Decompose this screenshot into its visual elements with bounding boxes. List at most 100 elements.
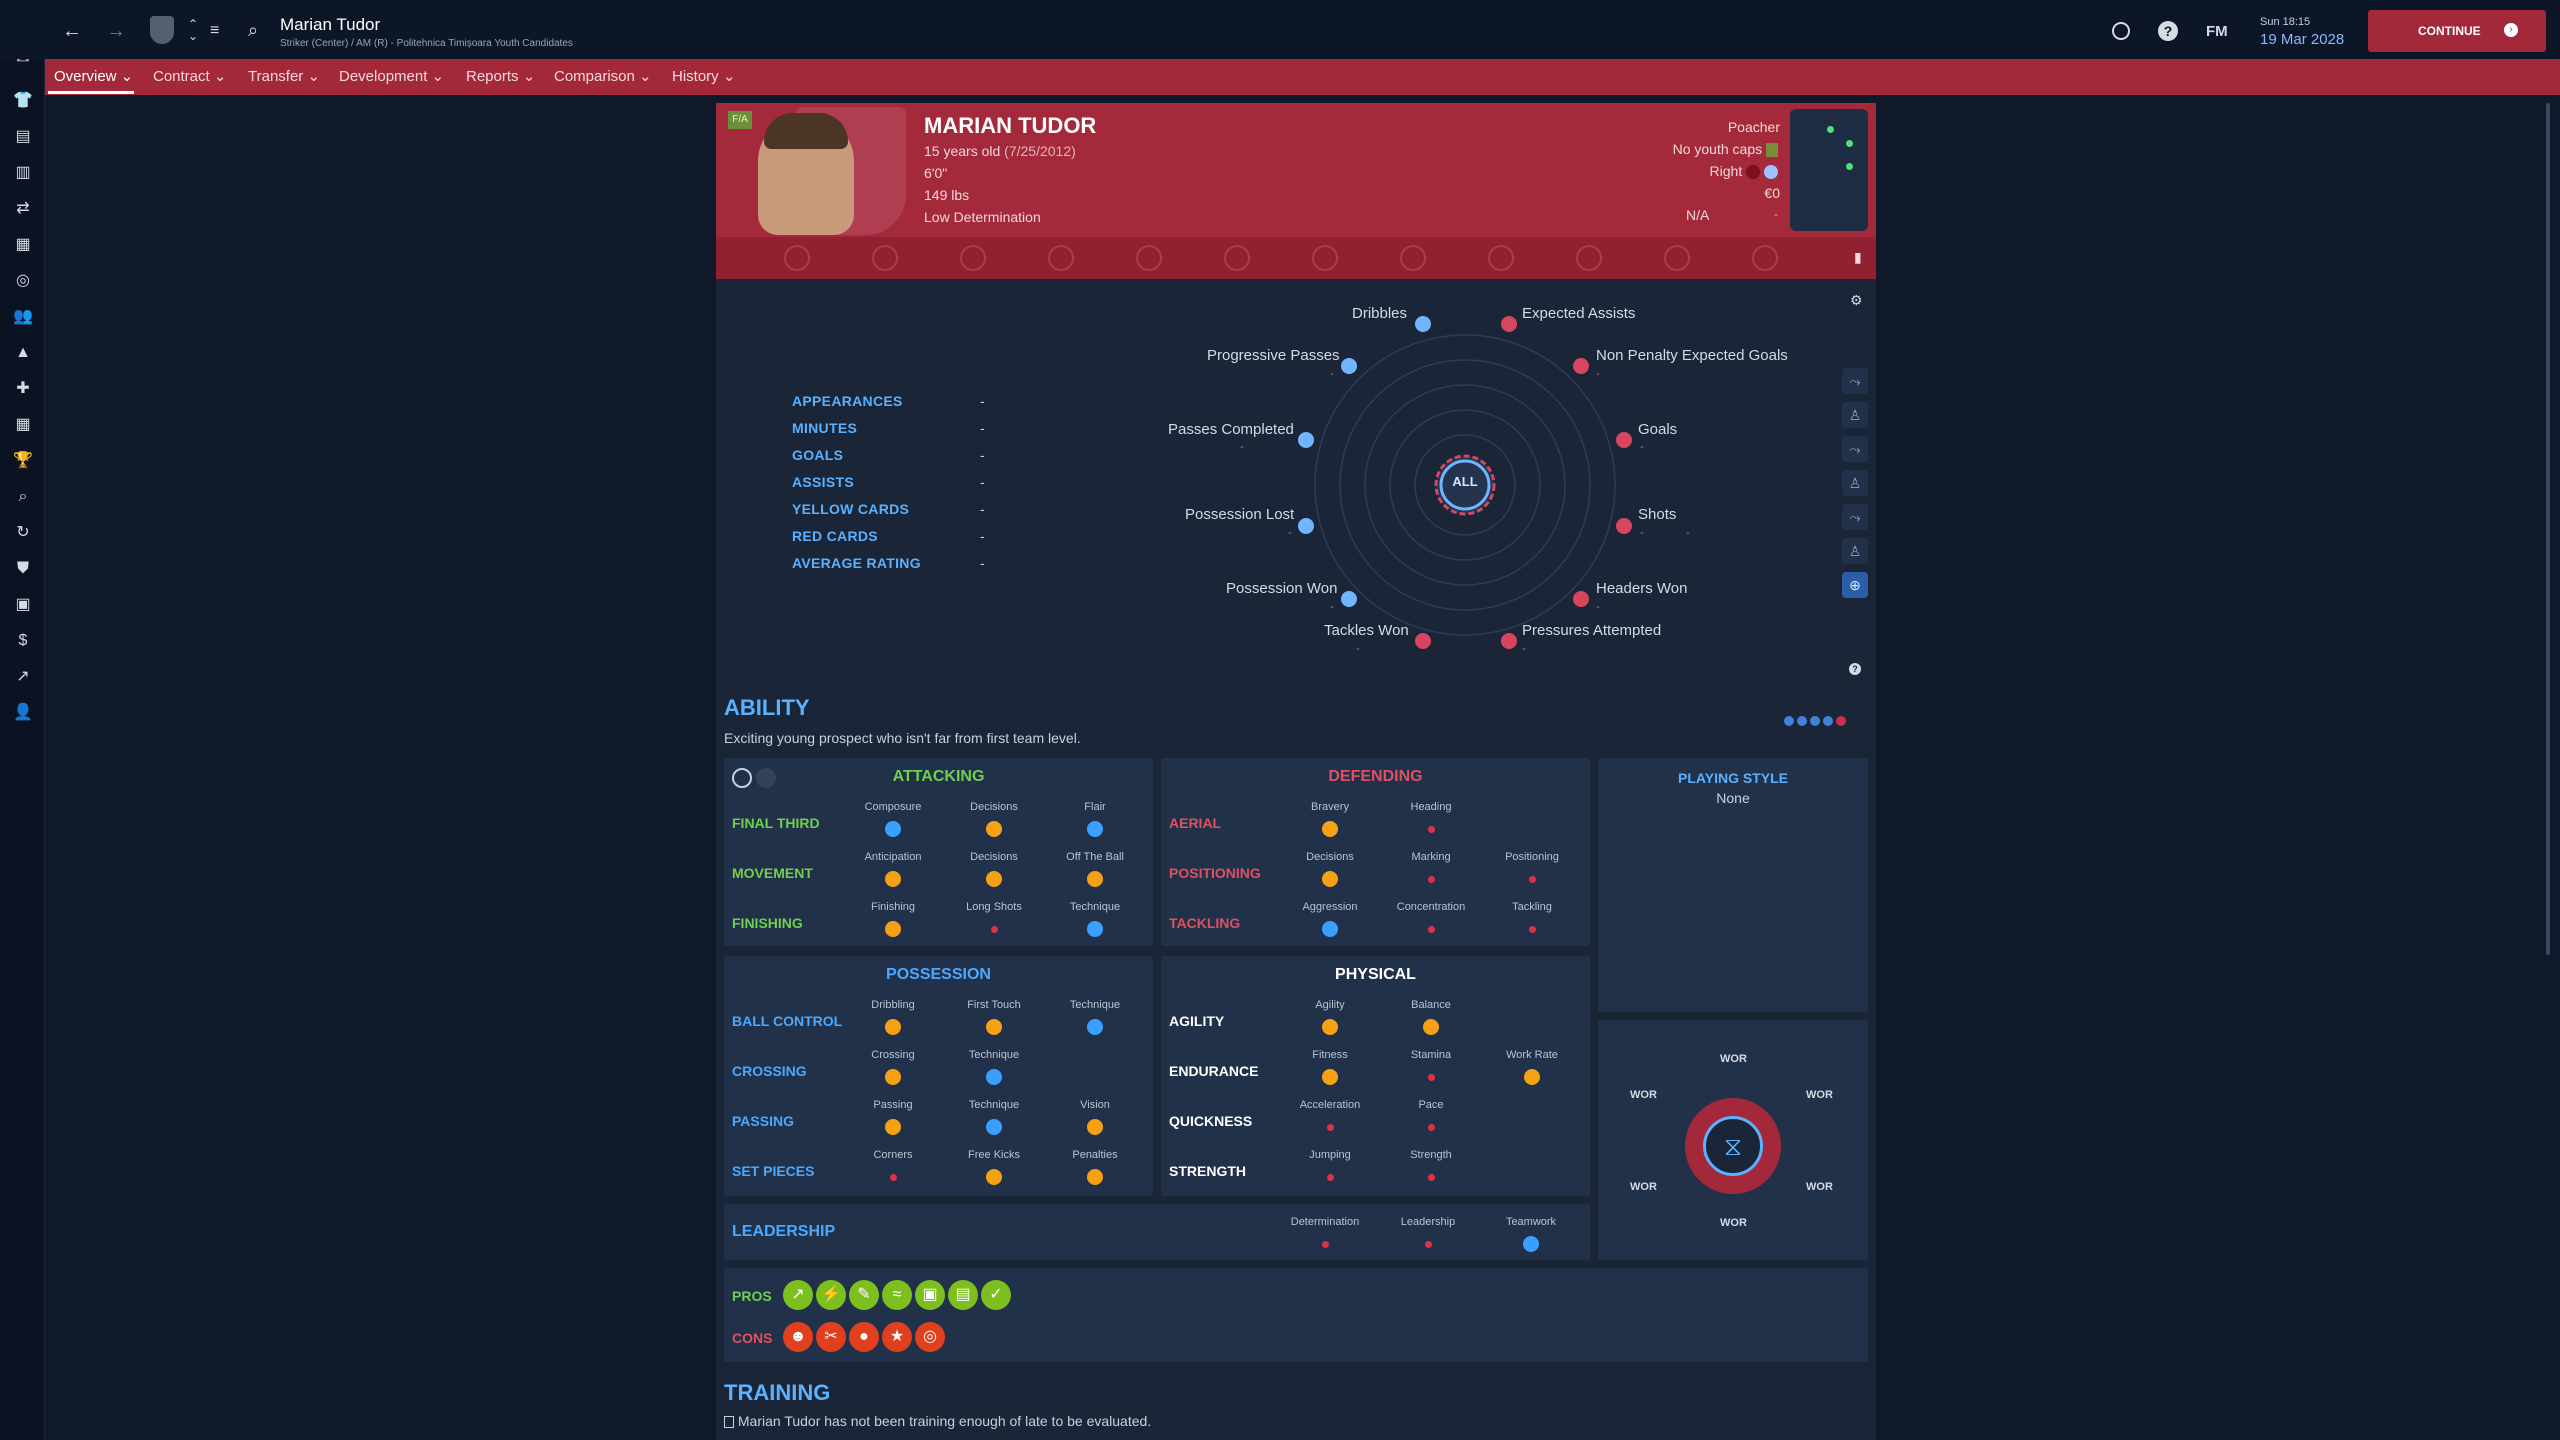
attribute-level-dot[interactable]	[885, 1119, 901, 1135]
action-icon[interactable]	[1664, 245, 1690, 271]
training-icon[interactable]: ◎	[16, 272, 30, 289]
schedule-icon[interactable]: ▦	[15, 416, 31, 433]
attribute-level-dot[interactable]	[1423, 1019, 1439, 1035]
board-icon[interactable]: ▣	[15, 596, 31, 613]
con-trait-icon[interactable]: ☻	[783, 1322, 813, 1352]
prev-next-icon[interactable]: ⌃ ⌄	[188, 17, 199, 43]
attribute-level-dot[interactable]	[885, 821, 901, 837]
dev-centre-icon[interactable]: ↗	[16, 668, 30, 685]
position-pitch[interactable]	[1790, 109, 1868, 231]
attribute-level-dot[interactable]	[986, 1019, 1002, 1035]
attribute-level-dot[interactable]	[1427, 1123, 1435, 1131]
pro-trait-icon[interactable]: ↗	[783, 1280, 813, 1310]
attribute-level-dot[interactable]	[990, 925, 998, 933]
attribute-level-dot[interactable]	[1427, 875, 1435, 883]
finances-icon[interactable]: $	[18, 632, 28, 649]
competitions-icon[interactable]: 🏆	[13, 452, 33, 469]
pro-trait-icon[interactable]: ✎	[849, 1280, 879, 1310]
action-icon[interactable]	[1576, 245, 1602, 271]
search-scout-icon[interactable]: ⌕	[18, 488, 28, 505]
pro-trait-icon[interactable]: ≈	[882, 1280, 912, 1310]
fm-logo[interactable]: FM	[2206, 23, 2228, 40]
tab-transfer[interactable]: Transfer ⌄	[248, 68, 321, 85]
refresh-icon[interactable]: ↻	[16, 524, 30, 541]
attribute-level-dot[interactable]	[1427, 825, 1435, 833]
fm-network-icon[interactable]	[2112, 22, 2130, 40]
youth-icon[interactable]: ▲	[15, 344, 31, 361]
staff-avatar-icon[interactable]	[756, 768, 776, 788]
settings-gear-icon[interactable]: ⚙	[1850, 292, 1863, 308]
con-trait-icon[interactable]: ★	[882, 1322, 912, 1352]
attribute-level-dot[interactable]	[1322, 871, 1338, 887]
action-icon[interactable]	[1752, 245, 1778, 271]
forward-arrow-icon[interactable]: →	[106, 20, 126, 42]
squad-icon[interactable]: 👕	[13, 92, 33, 109]
position-filter-icon[interactable]: ⤳	[1842, 436, 1868, 462]
attribute-level-dot[interactable]	[1087, 1119, 1103, 1135]
attribute-level-dot[interactable]	[1087, 821, 1103, 837]
attribute-level-dot[interactable]	[986, 871, 1002, 887]
attribute-level-dot[interactable]	[1087, 921, 1103, 937]
action-icon[interactable]	[1312, 245, 1338, 271]
pro-trait-icon[interactable]: ▣	[915, 1280, 945, 1310]
attribute-level-dot[interactable]	[986, 1119, 1002, 1135]
menu-icon[interactable]: ≡	[210, 22, 220, 39]
tab-overview[interactable]: Overview ⌄	[54, 68, 134, 85]
position-filter-icon[interactable]: ♙	[1842, 470, 1868, 496]
attribute-level-dot[interactable]	[1087, 1019, 1103, 1035]
con-trait-icon[interactable]: ✂	[816, 1322, 846, 1352]
club-crest-icon[interactable]	[150, 16, 174, 44]
action-icon[interactable]	[1048, 245, 1074, 271]
tab-history[interactable]: History ⌄	[672, 68, 736, 85]
pro-trait-icon[interactable]: ✓	[981, 1280, 1011, 1310]
position-filter-all-icon[interactable]: ⊕	[1842, 572, 1868, 598]
attribute-level-dot[interactable]	[1322, 1069, 1338, 1085]
attribute-level-dot[interactable]	[1524, 1069, 1540, 1085]
attribute-level-dot[interactable]	[986, 1169, 1002, 1185]
attribute-level-dot[interactable]	[1326, 1173, 1334, 1181]
radar-center-label[interactable]: ALL	[1452, 474, 1478, 489]
search-icon[interactable]: ⌕	[248, 20, 259, 40]
action-icon[interactable]	[1488, 245, 1514, 271]
attribute-level-dot[interactable]	[1326, 1123, 1334, 1131]
tab-development[interactable]: Development ⌄	[339, 68, 445, 85]
attribute-level-dot[interactable]	[1528, 875, 1536, 883]
action-icon[interactable]	[960, 245, 986, 271]
attribute-level-dot[interactable]	[1322, 821, 1338, 837]
attribute-level-dot[interactable]	[885, 1069, 901, 1085]
position-filter-icon[interactable]: ♙	[1842, 402, 1868, 428]
attribute-level-dot[interactable]	[1087, 871, 1103, 887]
attribute-level-dot[interactable]	[889, 1173, 897, 1181]
attribute-level-dot[interactable]	[1427, 925, 1435, 933]
attribute-level-dot[interactable]	[885, 921, 901, 937]
action-icon[interactable]	[1136, 245, 1162, 271]
transfers-icon[interactable]: ⇄	[16, 200, 30, 217]
attribute-level-dot[interactable]	[1322, 921, 1338, 937]
pro-trait-icon[interactable]: ▤	[948, 1280, 978, 1310]
tab-reports[interactable]: Reports ⌄	[466, 68, 536, 85]
attribute-level-dot[interactable]	[885, 871, 901, 887]
manager-icon[interactable]: 👤	[13, 704, 33, 721]
con-trait-icon[interactable]: ●	[849, 1322, 879, 1352]
attribute-level-dot[interactable]	[1424, 1240, 1432, 1248]
attribute-level-dot[interactable]	[1427, 1073, 1435, 1081]
data-hub-icon[interactable]: ▥	[15, 164, 31, 181]
dna-wheel[interactable]: ⧖	[1685, 1098, 1781, 1194]
tab-contract[interactable]: Contract ⌄	[153, 68, 227, 85]
attribute-level-dot[interactable]	[986, 1069, 1002, 1085]
attribute-level-dot[interactable]	[1523, 1236, 1539, 1252]
attribute-level-dot[interactable]	[1427, 1173, 1435, 1181]
attribute-level-dot[interactable]	[1528, 925, 1536, 933]
scouting-icon[interactable]: ▦	[15, 236, 31, 253]
action-icon[interactable]	[784, 245, 810, 271]
continue-button[interactable]: CONTINUE ›	[2368, 10, 2546, 52]
action-icon[interactable]	[872, 245, 898, 271]
trash-icon[interactable]: ▮	[1854, 249, 1862, 265]
radar-help-icon[interactable]: ?	[1849, 663, 1861, 675]
star-player-icon[interactable]	[732, 768, 752, 788]
position-filter-icon[interactable]: ⤳	[1842, 504, 1868, 530]
attribute-level-dot[interactable]	[1087, 1169, 1103, 1185]
club-icon[interactable]: ⛊	[16, 560, 29, 577]
position-filter-icon[interactable]: ♙	[1842, 538, 1868, 564]
attribute-level-dot[interactable]	[1322, 1019, 1338, 1035]
